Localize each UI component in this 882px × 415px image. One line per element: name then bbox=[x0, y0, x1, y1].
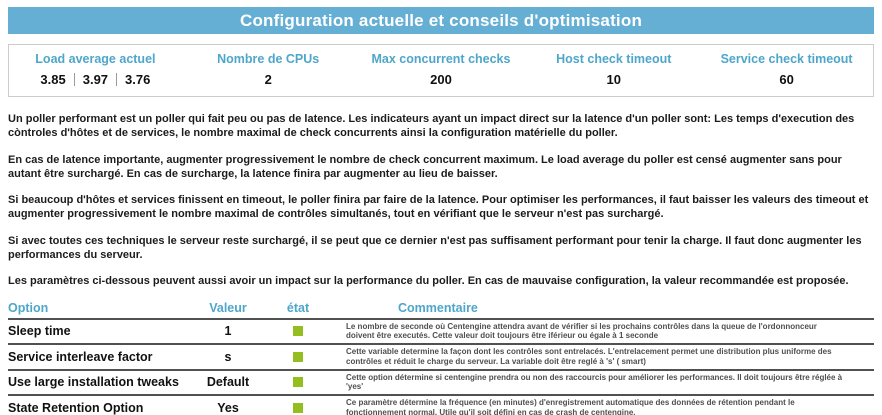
option-comment: Le nombre de seconde où Centengine atten… bbox=[346, 321, 817, 341]
option-value: s bbox=[224, 349, 232, 364]
value-divider bbox=[73, 73, 75, 86]
load-average-1m: 3.85 bbox=[40, 72, 66, 87]
option-state bbox=[258, 348, 338, 366]
stat-card-load-average: Load average actuel 3.85 3.97 3.76 bbox=[9, 52, 182, 87]
stat-label: Nombre de CPUs bbox=[217, 52, 320, 66]
column-header-commentaire: Commentaire bbox=[398, 300, 478, 315]
column-header-etat: état bbox=[286, 300, 310, 315]
advice-paragraph: Si avec toutes ces techniques le serveur… bbox=[8, 234, 862, 262]
option-name: Sleep time bbox=[8, 324, 71, 339]
option-value: Default bbox=[206, 375, 250, 390]
stat-label: Service check timeout bbox=[720, 52, 853, 66]
stat-value: 2 bbox=[264, 72, 272, 87]
advice-text-section: Un poller performant est un poller qui f… bbox=[8, 112, 874, 289]
option-state bbox=[258, 399, 338, 415]
stat-card-service-check-timeout: Service check timeout 60 bbox=[700, 52, 873, 87]
stat-value-load-average: 3.85 3.97 3.76 bbox=[9, 72, 182, 87]
stat-label: Load average actuel bbox=[35, 52, 156, 66]
value-divider bbox=[116, 73, 118, 86]
option-value: Yes bbox=[217, 400, 239, 415]
stat-value: 60 bbox=[779, 72, 794, 87]
option-name: Service interleave factor bbox=[8, 349, 153, 364]
page-title: Configuration actuelle et conseils d'opt… bbox=[8, 7, 874, 34]
status-ok-icon bbox=[293, 402, 303, 413]
options-table: Option Valeur état Commentaire Sleep tim… bbox=[8, 301, 874, 415]
current-configuration-panel: Load average actuel 3.85 3.97 3.76 Nombr… bbox=[8, 44, 874, 97]
stat-card-host-check-timeout: Host check timeout 10 bbox=[527, 52, 700, 87]
table-row-sleep-time: Sleep time 1 Le nombre de seconde où Cen… bbox=[8, 317, 874, 344]
option-comment: Cette variable determine la façon dont l… bbox=[346, 347, 832, 366]
option-state bbox=[258, 373, 338, 391]
options-table-header: Option Valeur état Commentaire bbox=[8, 301, 874, 318]
option-comment: Ce paramètre détermine la fréquence (en … bbox=[346, 398, 795, 415]
column-header-option: Option bbox=[8, 300, 49, 315]
option-comment: Cette option détermine si centengine pre… bbox=[346, 372, 843, 392]
stat-card-max-concurrent-checks: Max concurrent checks 200 bbox=[355, 52, 528, 87]
advice-paragraph: Si beaucoup d'hôtes et services finissen… bbox=[8, 194, 869, 221]
option-name: Use large installation tweaks bbox=[8, 375, 179, 390]
option-value: 1 bbox=[224, 324, 232, 339]
option-name: State Retention Option bbox=[8, 400, 144, 415]
table-row-service-interleave-factor: Service interleave factor s Cette variab… bbox=[8, 343, 874, 369]
table-row-state-retention-option: State Retention Option Yes Ce paramètre … bbox=[8, 394, 874, 415]
status-ok-icon bbox=[293, 351, 303, 362]
advice-paragraph: Les paramètres ci-dessous peuvent aussi … bbox=[8, 275, 849, 288]
status-ok-icon bbox=[293, 326, 303, 337]
load-average-5m: 3.97 bbox=[82, 72, 109, 87]
column-header-valeur: Valeur bbox=[209, 300, 247, 315]
stat-card-cpus: Nombre de CPUs 2 bbox=[182, 52, 355, 87]
option-state bbox=[258, 322, 338, 340]
status-ok-icon bbox=[293, 377, 303, 388]
stat-value: 200 bbox=[430, 72, 452, 87]
advice-paragraph: Un poller performant est un poller qui f… bbox=[8, 113, 855, 140]
advice-paragraph: En cas de latence importante, augmenter … bbox=[8, 153, 842, 180]
stat-label: Max concurrent checks bbox=[371, 52, 511, 66]
stat-label: Host check timeout bbox=[556, 52, 672, 66]
load-average-15m: 3.76 bbox=[125, 72, 151, 87]
stat-value: 10 bbox=[606, 72, 622, 87]
table-row-use-large-installation-tweaks: Use large installation tweaks Default Ce… bbox=[8, 368, 874, 395]
